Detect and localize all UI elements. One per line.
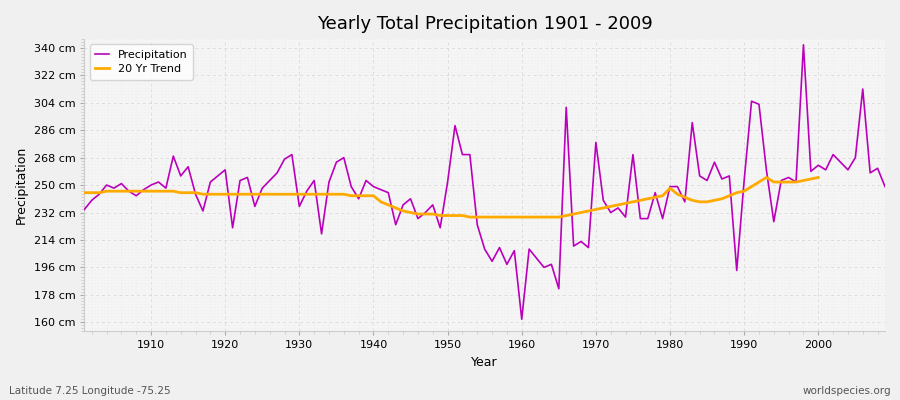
Line: Precipitation: Precipitation (85, 45, 885, 319)
X-axis label: Year: Year (472, 356, 498, 369)
Title: Yearly Total Precipitation 1901 - 2009: Yearly Total Precipitation 1901 - 2009 (317, 15, 652, 33)
20 Yr Trend (769, 180, 779, 184)
Text: worldspecies.org: worldspecies.org (803, 386, 891, 396)
Precipitation (346, 184, 356, 189)
Y-axis label: Precipitation: Precipitation (15, 146, 28, 224)
Precipitation (879, 184, 890, 189)
20 Yr Trend (220, 192, 230, 197)
20 Yr Trend (79, 190, 90, 195)
Precipitation (508, 248, 519, 253)
Line: 20 Yr Trend: 20 Yr Trend (85, 178, 818, 217)
Precipitation (302, 189, 312, 194)
Precipitation (139, 187, 149, 192)
20 Yr Trend (249, 192, 260, 197)
Precipitation (79, 207, 90, 212)
20 Yr Trend (813, 175, 824, 180)
Precipitation (517, 317, 527, 322)
Legend: Precipitation, 20 Yr Trend: Precipitation, 20 Yr Trend (90, 44, 193, 80)
20 Yr Trend (790, 180, 801, 184)
20 Yr Trend (464, 215, 475, 220)
Text: Latitude 7.25 Longitude -75.25: Latitude 7.25 Longitude -75.25 (9, 386, 171, 396)
Precipitation (613, 206, 624, 210)
20 Yr Trend (524, 215, 535, 220)
20 Yr Trend (457, 213, 468, 218)
20 Yr Trend (761, 175, 772, 180)
Precipitation (798, 42, 809, 47)
Precipitation (524, 247, 535, 252)
